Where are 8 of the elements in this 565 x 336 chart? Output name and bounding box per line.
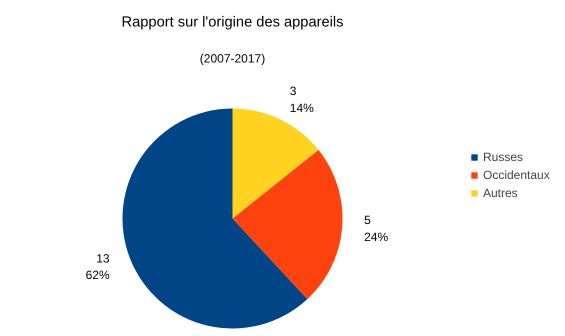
- legend-label: Occidentaux: [483, 168, 550, 182]
- legend-label: Autres: [483, 186, 518, 200]
- data-label: 13 62%: [86, 251, 110, 282]
- chart-title: Rapport sur l'origine des appareils: [122, 14, 344, 30]
- chart-subtitle: (2007-2017): [200, 52, 266, 66]
- data-label: 3 14%: [290, 84, 314, 115]
- legend-label: Russes: [483, 150, 524, 164]
- data-label: 5 24%: [364, 212, 388, 244]
